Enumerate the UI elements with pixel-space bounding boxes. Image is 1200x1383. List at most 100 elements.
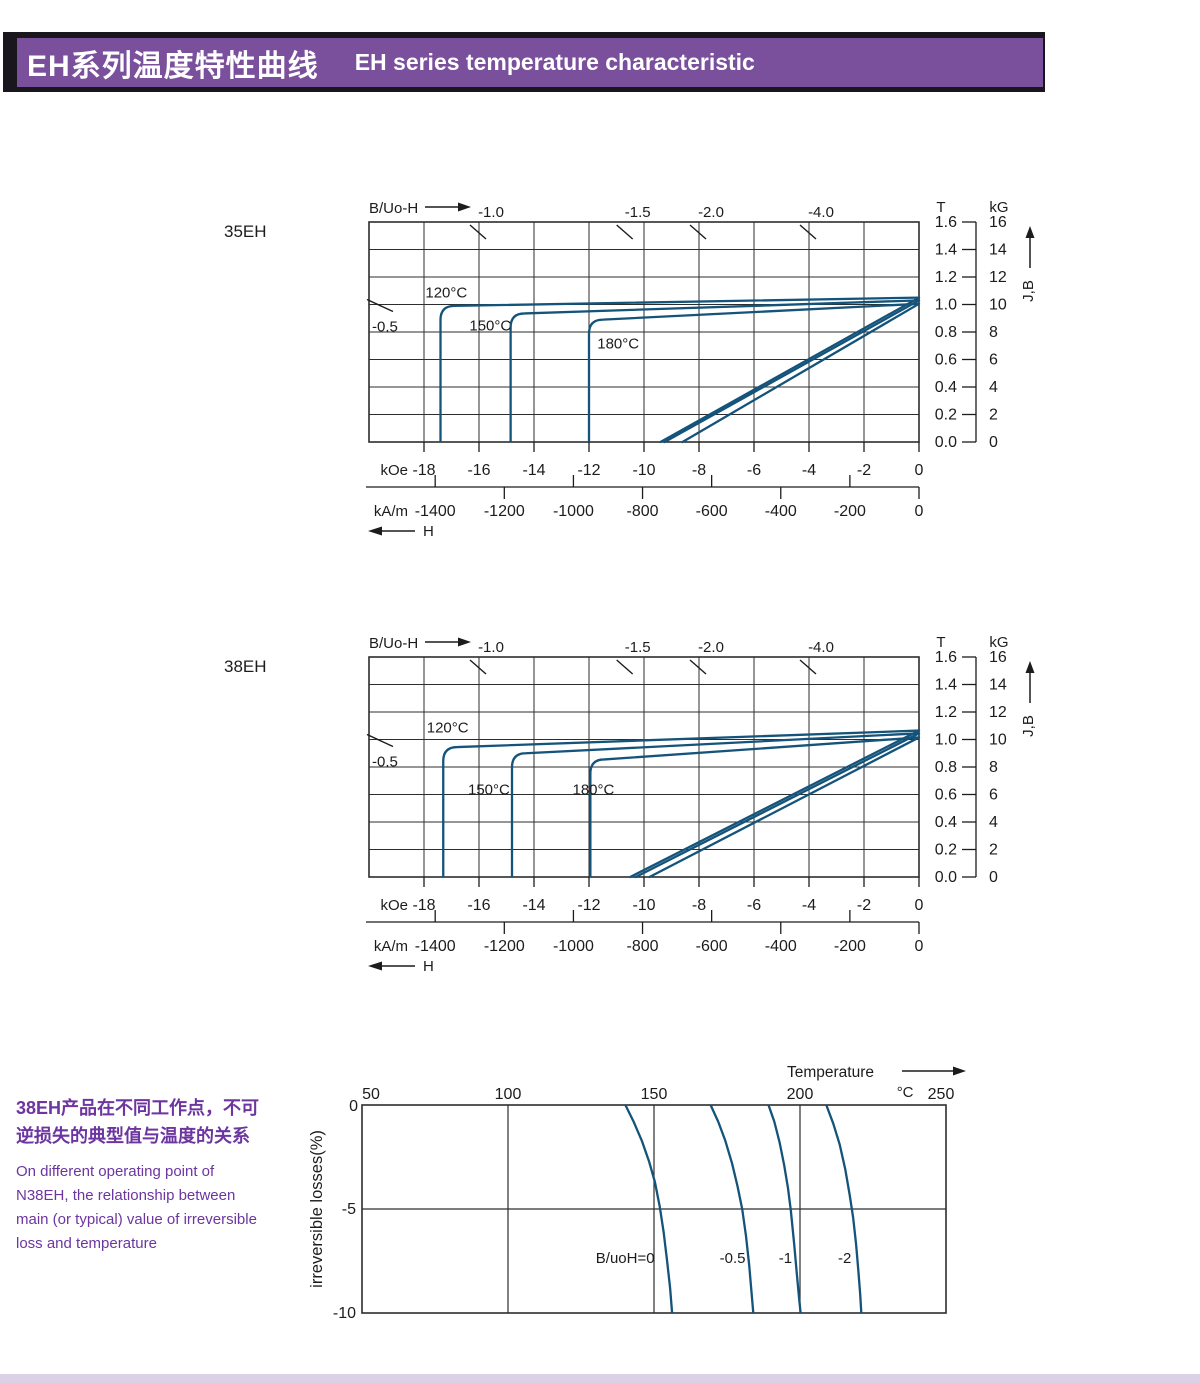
- svg-text:0.2: 0.2: [935, 407, 957, 424]
- svg-text:1.2: 1.2: [935, 704, 957, 721]
- svg-text:6: 6: [989, 352, 998, 369]
- svg-text:H: H: [423, 523, 434, 540]
- svg-text:-0.5: -0.5: [372, 754, 398, 771]
- svg-text:kA/m: kA/m: [374, 503, 408, 520]
- svg-text:12: 12: [989, 269, 1007, 286]
- svg-text:2: 2: [989, 407, 998, 424]
- h-direction-arrow: H: [368, 523, 434, 540]
- svg-text:0.8: 0.8: [935, 324, 957, 341]
- svg-text:0.0: 0.0: [935, 869, 957, 886]
- svg-text:250: 250: [928, 1086, 955, 1103]
- svg-text:150°C: 150°C: [469, 318, 511, 335]
- svg-text:100: 100: [495, 1086, 522, 1103]
- svg-text:0: 0: [915, 462, 924, 479]
- svg-text:180°C: 180°C: [597, 336, 639, 353]
- series-name-label: 35EH: [224, 222, 267, 241]
- svg-text:Temperature: Temperature: [787, 1064, 874, 1081]
- x-axis-koe: -18 -16 -14 -12 -10 -8 -6 -4 -2 0 kOe: [380, 442, 924, 479]
- note-chinese: 38EH产品在不同工作点，不可 逆损失的典型值与温度的关系: [16, 1098, 260, 1146]
- svg-text:16: 16: [989, 649, 1007, 666]
- svg-text:-16: -16: [467, 462, 490, 479]
- svg-text:kOe: kOe: [380, 462, 408, 479]
- svg-text:6: 6: [989, 787, 998, 804]
- svg-text:8: 8: [989, 759, 998, 776]
- svg-text:-14: -14: [522, 462, 545, 479]
- svg-text:150°C: 150°C: [468, 782, 510, 799]
- svg-text:1.2: 1.2: [935, 269, 957, 286]
- svg-text:-4: -4: [802, 897, 816, 914]
- svg-text:-5: -5: [342, 1201, 356, 1218]
- svg-text:150: 150: [641, 1086, 668, 1103]
- loss-curve-labels: B/uoH=0 -0.5 -1 -2: [596, 1250, 852, 1267]
- svg-text:T: T: [936, 199, 945, 216]
- svg-text:0.6: 0.6: [935, 787, 957, 804]
- svg-text:4: 4: [989, 814, 998, 831]
- svg-text:-4: -4: [802, 462, 816, 479]
- svg-text:°C: °C: [897, 1084, 914, 1101]
- svg-text:-2.0: -2.0: [698, 204, 724, 221]
- svg-text:12: 12: [989, 704, 1007, 721]
- svg-text:kOe: kOe: [380, 897, 408, 914]
- grid: [368, 221, 920, 443]
- svg-text:-1000: -1000: [553, 503, 594, 520]
- svg-text:10: 10: [989, 732, 1007, 749]
- svg-text:-8: -8: [692, 897, 706, 914]
- demag-curves: [442, 729, 921, 879]
- svg-text:-1400: -1400: [415, 938, 456, 955]
- page-title-english: EH series temperature characteristic: [354, 49, 755, 75]
- svg-text:-2.0: -2.0: [698, 639, 724, 656]
- svg-text:-10: -10: [632, 462, 655, 479]
- h-direction-arrow: H: [368, 958, 434, 975]
- load-line-markers: -1.0 -1.5 -2.0 -4.0 -0.5: [366, 204, 834, 336]
- svg-text:H: H: [423, 958, 434, 975]
- jb-direction-arrow: J,B: [1020, 226, 1037, 302]
- svg-text:-0.5: -0.5: [720, 1250, 746, 1267]
- svg-text:0: 0: [989, 434, 998, 451]
- svg-text:2: 2: [989, 842, 998, 859]
- svg-text:B/Uo-H: B/Uo-H: [369, 635, 418, 652]
- svg-text:1.6: 1.6: [935, 214, 957, 231]
- grid: [368, 656, 920, 878]
- svg-text:120°C: 120°C: [427, 720, 469, 737]
- svg-text:-18: -18: [412, 462, 435, 479]
- svg-text:-8: -8: [692, 462, 706, 479]
- svg-text:-10: -10: [632, 897, 655, 914]
- svg-text:-14: -14: [522, 897, 545, 914]
- page-header-banner: EH系列温度特性曲线 EH series temperature charact…: [3, 32, 1045, 92]
- svg-text:-18: -18: [412, 897, 435, 914]
- footer-strip: [0, 1374, 1200, 1383]
- svg-text:-1200: -1200: [484, 503, 525, 520]
- svg-text:0.8: 0.8: [935, 759, 957, 776]
- svg-text:-0.5: -0.5: [372, 319, 398, 336]
- svg-text:10: 10: [989, 297, 1007, 314]
- svg-text:-2: -2: [857, 462, 871, 479]
- svg-text:-1.5: -1.5: [625, 639, 651, 656]
- svg-text:-400: -400: [765, 503, 797, 520]
- svg-text:0.4: 0.4: [935, 379, 957, 396]
- series-name-label: 38EH: [224, 657, 267, 676]
- svg-text:38EH: 38EH: [224, 657, 267, 676]
- svg-text:J,B: J,B: [1020, 715, 1037, 737]
- svg-text:B/uoH=0: B/uoH=0: [596, 1250, 655, 1267]
- svg-text:-6: -6: [747, 897, 761, 914]
- bh-axis-header: B/Uo-H: [369, 200, 471, 217]
- svg-text:-1.5: -1.5: [625, 204, 651, 221]
- svg-text:-200: -200: [834, 938, 866, 955]
- svg-text:-200: -200: [834, 503, 866, 520]
- svg-text:-1200: -1200: [484, 938, 525, 955]
- svg-text:kG: kG: [989, 634, 1008, 651]
- svg-text:-800: -800: [627, 503, 659, 520]
- svg-text:1.4: 1.4: [935, 242, 957, 259]
- svg-text:35EH: 35EH: [224, 222, 267, 241]
- svg-text:1.4: 1.4: [935, 677, 957, 694]
- svg-text:-1.0: -1.0: [478, 639, 504, 656]
- load-line-markers: -1.0 -1.5 -2.0 -4.0 -0.5: [366, 639, 834, 771]
- svg-text:-1400: -1400: [415, 503, 456, 520]
- svg-text:-10: -10: [333, 1305, 356, 1322]
- svg-text:-2: -2: [838, 1250, 851, 1267]
- x-axis-kam: -1400 -1200 -1000 -800 -600 -400 -200 0 kA/m: [366, 475, 924, 520]
